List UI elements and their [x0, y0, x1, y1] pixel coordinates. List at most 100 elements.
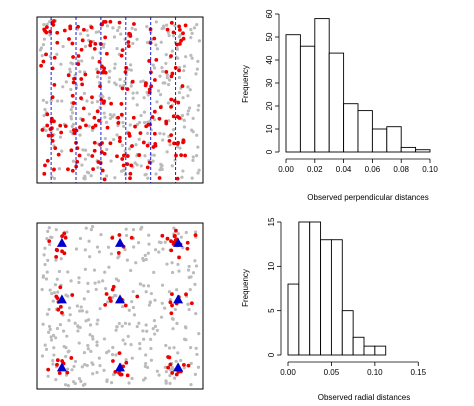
undetected-animal-point	[157, 373, 161, 377]
undetected-animal-point	[47, 324, 52, 329]
undetected-animal-point	[58, 135, 63, 139]
undetected-animal-point	[48, 242, 52, 247]
undetected-animal-point	[60, 99, 64, 103]
detected-animal-point	[169, 311, 174, 316]
undetected-animal-point	[96, 318, 100, 322]
radial-histogram-bar	[330, 239, 343, 356]
undetected-animal-point	[44, 347, 49, 351]
undetected-animal-point	[104, 174, 109, 178]
undetected-animal-point	[78, 236, 83, 241]
undetected-animal-point	[107, 96, 111, 100]
undetected-animal-point	[144, 323, 148, 327]
undetected-animal-point	[190, 56, 194, 60]
undetected-animal-point	[142, 337, 146, 341]
undetected-animal-point	[124, 358, 128, 362]
undetected-animal-point	[106, 245, 111, 249]
undetected-animal-point	[83, 174, 87, 178]
detected-animal-point	[120, 157, 125, 161]
line-transect-map-frame	[36, 16, 204, 184]
detected-animal-point	[185, 246, 190, 251]
radial-histogram-bar	[341, 310, 354, 356]
undetected-animal-point	[79, 305, 83, 309]
undetected-animal-point	[132, 245, 136, 249]
detected-animal-point	[154, 57, 159, 62]
undetected-animal-point	[178, 146, 182, 150]
radial-histogram-ylabel: Frequency	[241, 269, 250, 307]
undetected-animal-point	[70, 111, 75, 115]
undetected-animal-point	[189, 382, 193, 387]
undetected-animal-point	[105, 24, 110, 28]
detected-animal-point	[53, 146, 58, 151]
undetected-animal-point	[49, 99, 53, 103]
undetected-animal-point	[194, 264, 199, 268]
undetected-animal-point	[92, 268, 97, 272]
detected-animal-point	[101, 101, 106, 105]
undetected-animal-point	[157, 250, 161, 254]
detected-animal-point	[77, 153, 82, 158]
radial-histogram-y-tick-label: 5	[267, 308, 276, 313]
undetected-animal-point	[127, 322, 131, 326]
undetected-animal-point	[83, 44, 88, 49]
undetected-animal-point	[146, 284, 151, 288]
undetected-animal-point	[87, 112, 92, 116]
line-transect-map	[36, 16, 204, 184]
radial-histogram-bar	[287, 283, 300, 356]
detected-animal-point	[91, 167, 95, 172]
radial-histogram-x-tick-label: 0.15	[410, 368, 426, 377]
detected-animal-point	[45, 158, 50, 163]
undetected-animal-point	[165, 150, 169, 154]
detected-animal-point	[92, 115, 97, 120]
undetected-animal-point	[70, 368, 74, 372]
undetected-animal-point	[46, 374, 50, 378]
detected-animal-point	[119, 102, 124, 106]
detected-animal-point	[59, 130, 64, 135]
detected-animal-point	[58, 123, 63, 128]
undetected-animal-point	[146, 251, 150, 255]
detected-animal-point	[135, 294, 140, 299]
undetected-animal-point	[194, 311, 198, 316]
undetected-animal-point	[153, 332, 157, 336]
detected-animal-point	[49, 126, 54, 131]
undetected-animal-point	[151, 159, 155, 163]
detected-animal-point	[117, 233, 122, 237]
undetected-animal-point	[52, 291, 56, 295]
detected-animal-point	[177, 116, 182, 120]
undetected-animal-point	[71, 159, 76, 163]
undetected-animal-point	[189, 275, 193, 279]
detected-animal-point	[152, 36, 157, 41]
undetected-animal-point	[191, 271, 196, 275]
undetected-animal-point	[97, 356, 101, 360]
undetected-animal-point	[177, 66, 182, 70]
detected-animal-point	[54, 294, 59, 299]
detected-animal-point	[45, 112, 50, 117]
undetected-animal-point	[42, 114, 46, 118]
undetected-animal-point	[149, 291, 153, 296]
detected-animal-point	[128, 171, 133, 176]
undetected-animal-point	[152, 118, 157, 122]
detected-animal-point	[125, 373, 130, 378]
undetected-animal-point	[38, 48, 42, 52]
detected-animal-point	[56, 307, 61, 312]
undetected-animal-point	[81, 148, 85, 152]
undetected-animal-point	[186, 112, 190, 116]
undetected-animal-point	[149, 30, 153, 34]
undetected-animal-point	[195, 154, 199, 158]
undetected-animal-point	[139, 282, 143, 286]
undetected-animal-point	[46, 258, 50, 262]
undetected-animal-point	[84, 148, 88, 152]
detected-animal-point	[132, 22, 136, 26]
detected-animal-point	[79, 96, 83, 101]
undetected-animal-point	[193, 259, 197, 263]
undetected-animal-point	[114, 294, 118, 298]
undetected-animal-point	[60, 149, 64, 153]
detected-animal-point	[40, 128, 45, 132]
undetected-animal-point	[193, 282, 197, 286]
undetected-animal-point	[153, 298, 157, 302]
detected-animal-point	[68, 26, 73, 31]
detected-animal-point	[157, 116, 162, 121]
undetected-animal-point	[196, 171, 200, 175]
undetected-animal-point	[45, 312, 50, 316]
undetected-animal-point	[168, 297, 172, 302]
detected-animal-point	[183, 153, 188, 158]
undetected-animal-point	[177, 269, 181, 273]
